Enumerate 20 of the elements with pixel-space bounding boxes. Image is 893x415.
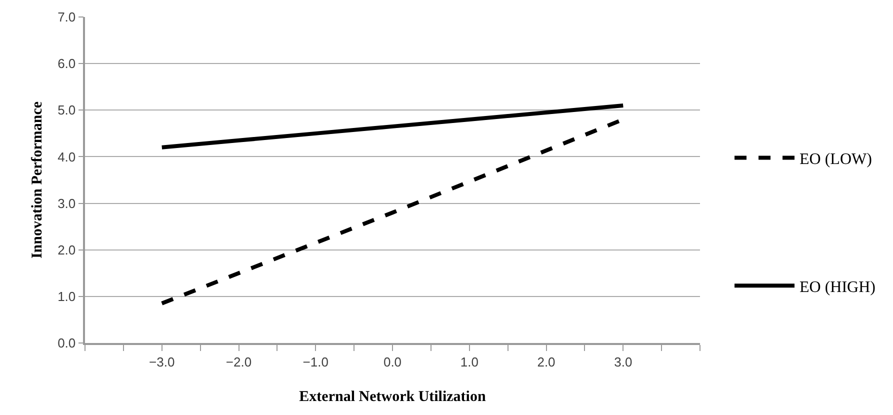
x-tick-label: −1.0: [302, 354, 328, 370]
x-tick-label: 3.0: [614, 354, 632, 370]
y-tick-label: 0.0: [58, 336, 76, 351]
x-axis-title: External Network Utilization: [299, 388, 486, 405]
y-tick-label: 2.0: [58, 242, 76, 258]
y-tick-label: 3.0: [58, 196, 76, 211]
y-tick-label: 6.0: [58, 56, 76, 72]
y-axis-title: Innovation Performance: [29, 101, 46, 259]
x-tick-label: 1.0: [460, 354, 478, 370]
line-series: [160, 103, 626, 150]
x-tick-label: −3.0: [149, 354, 175, 370]
legend-label: EO (HIGH): [800, 278, 876, 296]
x-tick-label: −2.0: [226, 354, 252, 370]
legend-label: EO (LOW): [800, 151, 872, 168]
y-tick-label: 5.0: [58, 102, 76, 118]
y-tick-label: 4.0: [58, 149, 76, 164]
y-tick-label: 7.0: [58, 10, 76, 25]
y-tick-label: 1.0: [58, 288, 76, 304]
x-tick-label: 2.0: [537, 354, 556, 370]
x-tick-label: 0.0: [383, 354, 402, 370]
